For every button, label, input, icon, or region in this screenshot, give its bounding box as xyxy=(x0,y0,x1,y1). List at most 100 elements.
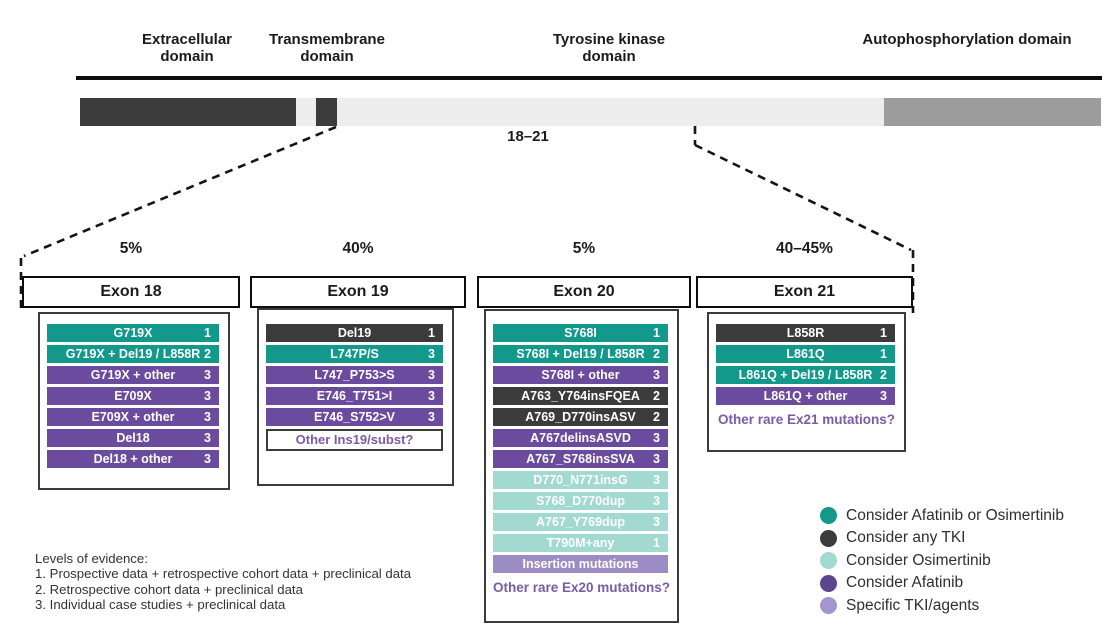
legend-dot-teal-icon xyxy=(820,507,837,524)
evidence-items: 1. Prospective data + retrospective coho… xyxy=(35,566,411,612)
mutation-row: G719X 1 xyxy=(47,324,219,342)
evidence-level: 1 xyxy=(653,326,660,340)
evidence-level: 2 xyxy=(653,389,660,403)
exon-frequency-label: 5% xyxy=(572,240,596,257)
mutation-row: S768I 1 xyxy=(493,324,668,342)
mutation-label: E746_S752>V xyxy=(314,410,395,424)
evidence-level: 3 xyxy=(428,368,435,382)
exon-range-label: 18–21 xyxy=(507,128,549,145)
evidence-level: 3 xyxy=(428,389,435,403)
evidence-item: 1. Prospective data + retrospective coho… xyxy=(35,566,412,582)
mutation-label: D770_N771insG xyxy=(533,473,628,487)
mutation-label: L858R xyxy=(786,326,825,340)
mutation-row: A763_Y764insFQEA 2 xyxy=(493,387,668,405)
mutation-label: Insertion mutations xyxy=(522,557,639,571)
evidence-level: 3 xyxy=(653,368,660,382)
mutation-list-exon-20: S768I 1 S768I + Del19 / L858R 2 S768I + othe… xyxy=(484,309,679,623)
mutation-label: Del18 xyxy=(116,431,150,445)
mutation-label: G719X + other xyxy=(90,368,176,382)
exon-header-exon-21: Exon 21 xyxy=(696,276,913,308)
mutation-label: A767_S768insSVA xyxy=(526,452,635,466)
evidence-level: 3 xyxy=(204,410,211,424)
exon-frequency-label: 5% xyxy=(119,240,143,257)
mutation-row: T790M+any 1 xyxy=(493,534,668,552)
mutation-label: S768I xyxy=(564,326,597,340)
mutation-label: Del18 + other xyxy=(93,452,173,466)
mutation-row: Del19 1 xyxy=(266,324,443,342)
mutation-label: L861Q + Del19 / L858R xyxy=(738,368,873,382)
legend-item: Consider Afatinib xyxy=(820,574,1064,592)
transmembrane-segment xyxy=(316,98,337,126)
mutation-label: S768_D770dup xyxy=(536,494,625,508)
mutation-label: L861Q + other xyxy=(763,389,848,403)
evidence-level: 3 xyxy=(653,494,660,508)
mutation-row: Del18 + other 3 xyxy=(47,450,219,468)
evidence-level: 2 xyxy=(653,347,660,361)
other-mutations-question: Other rare Ex20 mutations? xyxy=(492,580,671,595)
evidence-level: 2 xyxy=(653,410,660,424)
autophosphorylation-segment xyxy=(884,98,1101,126)
mutation-label: A763_Y764insFQEA xyxy=(521,389,640,403)
exon-frequency-label: 40–45% xyxy=(776,240,833,257)
mutation-label: A769_D770insASV xyxy=(525,410,636,424)
mutation-row: E709X + other 3 xyxy=(47,408,219,426)
mutation-row: S768I + Del19 / L858R 2 xyxy=(493,345,668,363)
evidence-level: 1 xyxy=(653,536,660,550)
legend-item: Consider any TKI xyxy=(820,529,1064,547)
mutation-row: D770_N771insG 3 xyxy=(493,471,668,489)
mutation-label: S768I + Del19 / L858R xyxy=(516,347,645,361)
mutation-list-exon-19: Del19 1 L747P/S 3 L747_P753>S 3 E746_T751>I 3 E7… xyxy=(257,308,454,486)
right-dashed-diagonal xyxy=(694,143,912,252)
mutation-row: Insertion mutations xyxy=(493,555,668,573)
mutation-row: E709X 3 xyxy=(47,387,219,405)
mutation-row: A767_Y769dup 3 xyxy=(493,513,668,531)
left-dashed-diagonal xyxy=(23,125,337,258)
mutation-label: T790M+any xyxy=(546,536,615,550)
mutation-label: G719X + Del19 / L858R xyxy=(65,347,201,361)
legend-label: Specific TKI/agents xyxy=(846,596,980,614)
mutation-row: E746_T751>I 3 xyxy=(266,387,443,405)
other-mutations-box: Other Ins19/subst? xyxy=(266,429,443,451)
extracellular-segment xyxy=(80,98,296,126)
evidence-level: 2 xyxy=(204,347,211,361)
treatment-legend: Consider Afatinib or Osimertinib Consider… xyxy=(820,507,1064,620)
evidence-level: 3 xyxy=(653,431,660,445)
evidence-level: 3 xyxy=(204,431,211,445)
legend-item: Specific TKI/agents xyxy=(820,597,1064,614)
mutation-row: L861Q + other 3 xyxy=(716,387,895,405)
exon-frequency-label: 40% xyxy=(342,240,374,257)
evidence-level: 1 xyxy=(880,326,887,340)
evidence-level: 1 xyxy=(880,347,887,361)
mutation-row: Del18 3 xyxy=(47,429,219,447)
evidence-title: Levels of evidence: xyxy=(35,551,148,566)
evidence-level: 3 xyxy=(204,389,211,403)
mutation-label: L747_P753>S xyxy=(314,368,395,382)
evidence-item: 2. Retrospective cohort data + preclinic… xyxy=(35,581,303,597)
exon-header-exon-20: Exon 20 xyxy=(477,276,691,308)
mutation-row: L747_P753>S 3 xyxy=(266,366,443,384)
legend-label: Consider any TKI xyxy=(846,529,966,546)
evidence-level: 3 xyxy=(428,410,435,424)
legend-label: Consider Afatinib or Osimertinib xyxy=(846,506,1064,524)
mutation-label: E709X xyxy=(114,389,152,403)
mutation-label: A767_Y769dup xyxy=(536,515,625,529)
evidence-level: 3 xyxy=(428,347,435,361)
mutation-row: L747P/S 3 xyxy=(266,345,443,363)
mutation-row: S768_D770dup 3 xyxy=(493,492,668,510)
mutation-row: L858R 1 xyxy=(716,324,895,342)
mutation-row: G719X + Del19 / L858R 2 xyxy=(47,345,219,363)
evidence-level: 3 xyxy=(653,452,660,466)
mutation-label: E746_T751>I xyxy=(316,389,393,403)
mutation-row: S768I + other 3 xyxy=(493,366,668,384)
evidence-level: 3 xyxy=(204,452,211,466)
legend-label: Consider Afatinib xyxy=(846,574,964,591)
gene-bar xyxy=(80,98,1101,126)
mutation-label: S768I + other xyxy=(541,368,620,382)
mutation-list-exon-18: G719X 1 G719X + Del19 / L858R 2 G719X + othe… xyxy=(38,312,230,490)
tyrosine-kinase-domain-label: Tyrosine kinase domain xyxy=(552,31,666,65)
other-mutations-question: Other rare Ex21 mutations? xyxy=(717,412,896,427)
evidence-level: 1 xyxy=(204,326,211,340)
mutation-label: E709X + other xyxy=(91,410,175,424)
mutation-row: A767delinsASVD 3 xyxy=(493,429,668,447)
